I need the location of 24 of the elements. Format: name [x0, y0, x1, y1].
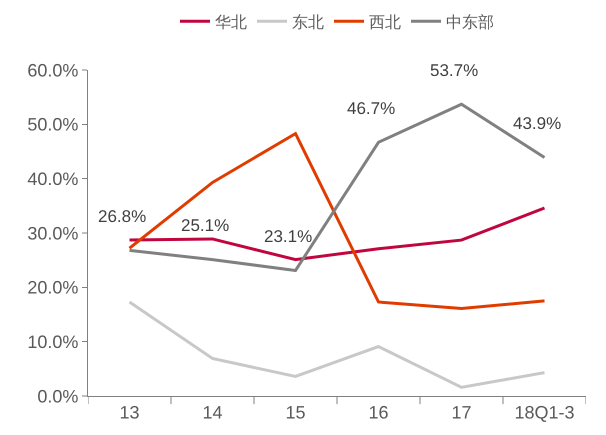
x-tick-label: 14 [202, 402, 223, 423]
legend-label: 中东部 [446, 12, 494, 32]
x-tick-label: 17 [451, 402, 472, 423]
legend-label: 西北 [369, 12, 401, 32]
data-label: 25.1% [181, 216, 230, 235]
line-series [128, 300, 546, 389]
y-tick-label: 10.0% [27, 332, 78, 352]
x-tick-label: 18Q1-3 [514, 402, 575, 423]
legend-label: 华北 [215, 12, 247, 32]
y-tick-label: 30.0% [27, 223, 78, 244]
data-label: 23.1% [264, 227, 312, 246]
y-tick-label: 40.0% [27, 168, 78, 189]
data-label: 53.7% [430, 61, 478, 80]
y-tick-label: 60.0% [27, 60, 78, 80]
y-tick-label: 50.0% [27, 114, 78, 135]
x-tick-label: 15 [285, 402, 306, 423]
data-label: 26.8% [98, 207, 146, 226]
data-label: 46.7% [347, 99, 396, 118]
x-tick-label: 13 [119, 402, 140, 423]
legend-label: 东北 [292, 12, 324, 32]
x-tick-label: 16 [368, 402, 389, 423]
y-tick-label: 0.0% [37, 386, 78, 406]
data-label: 43.9% [513, 114, 562, 133]
y-tick-label: 20.0% [27, 278, 78, 298]
